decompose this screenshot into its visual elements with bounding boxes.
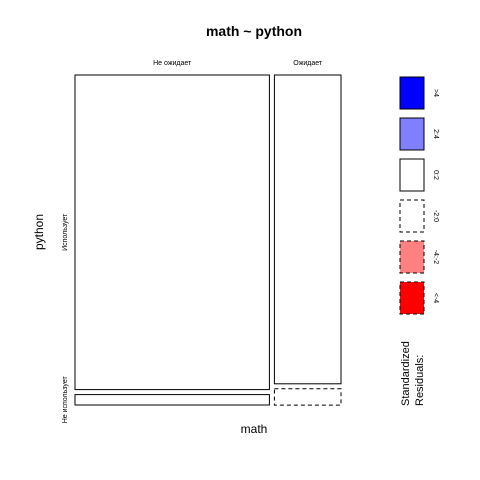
mosaic-cell-1-1 — [74, 74, 270, 391]
y-level-label: Использует — [62, 213, 69, 251]
mosaic-cells — [74, 74, 342, 406]
mosaic-cell-1-2 — [74, 394, 270, 406]
legend-label: <-4 — [432, 293, 439, 303]
residuals-legend: >4 2:4 0:2 -2:0 -4:-2 <-4 Standardized Residual… — [399, 76, 439, 406]
legend-title-line: Residuals: — [414, 355, 426, 406]
level-labels: Использует Не использует Не ожидает Ожидает — [62, 60, 323, 423]
legend-label: 2:4 — [432, 129, 439, 139]
legend-swatch — [399, 76, 425, 110]
legend-swatch — [399, 158, 425, 192]
x-level-label: Не ожидает — [153, 60, 192, 67]
y-level-label: Не использует — [62, 376, 69, 424]
mosaic-cell-2-1 — [273, 74, 342, 385]
legend-swatch — [399, 281, 425, 315]
x-level-label: Ожидает — [293, 60, 323, 67]
legend-label: -2:0 — [432, 210, 439, 222]
legend-title-line: Standardized — [400, 341, 412, 406]
legend-label: 0:2 — [432, 170, 439, 180]
legend-swatch — [399, 117, 425, 151]
legend-label: >4 — [432, 89, 439, 97]
legend-swatch — [399, 240, 425, 274]
chart-title: math ~ python — [206, 23, 302, 39]
legend-swatch — [399, 199, 425, 233]
y-axis-title: python — [32, 214, 46, 250]
x-axis-title: math — [241, 422, 268, 436]
legend-label: -4:-2 — [432, 250, 439, 265]
mosaic-cell-2-2 — [273, 388, 342, 406]
